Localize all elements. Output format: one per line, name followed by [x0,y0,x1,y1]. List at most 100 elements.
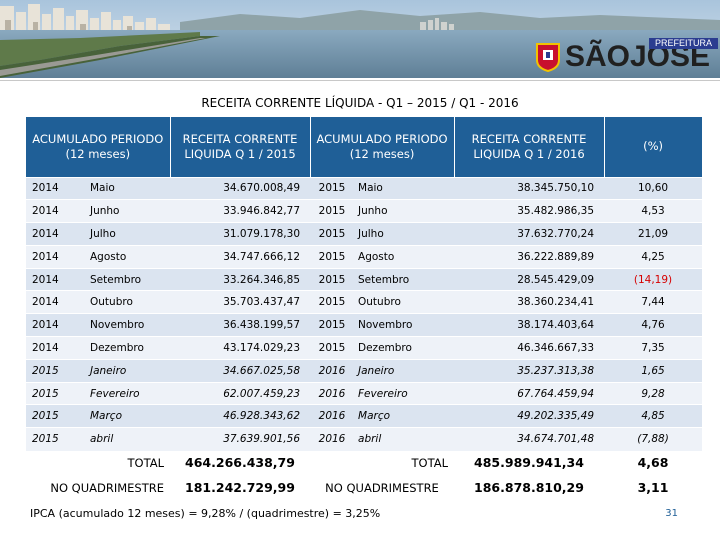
rcl-value-2015: 34.667.025,58 [170,358,311,383]
percent-change: 4,76 [604,313,703,337]
percent-change: (14,19) [604,267,703,291]
rcl-value-2016: 35.482.986,35 [454,199,605,223]
rcl-value-2016: 38.360.234,41 [454,290,605,314]
year-2016-period: 2015 [310,199,355,223]
rcl-value-2016: 38.345.750,10 [454,176,605,200]
total-value-2015: 464.266.438,79 [185,455,295,470]
table-row: 2015 Janeiro 34.667.025,58 2016 Janeiro 35.23… [26,358,703,383]
month-2015-period: Fevereiro [86,381,171,405]
total-percent: 4,68 [637,455,669,470]
month-2016-period: Setembro [354,267,455,291]
percent-change: 7,35 [604,336,703,360]
year-2015-period: 2015 [26,381,86,405]
rcl-value-2015: 34.670.008,49 [170,176,311,200]
percent-change: 10,60 [604,176,703,200]
year-2015-period: 2014 [26,244,86,269]
rcl-value-2015: 62.007.459,23 [170,381,311,405]
year-2016-period: 2015 [310,222,355,246]
year-2015-period: 2014 [26,267,86,291]
year-2015-period: 2014 [26,176,86,200]
rcl-value-2015: 31.079.178,30 [170,222,311,246]
month-2015-period: Janeiro [86,358,171,383]
page-number: 31 [665,508,678,519]
table-row: 2014 Dezembro 43.174.029,23 2015 Dezembro 46.… [26,336,703,360]
total-label-2016: TOTAL [411,455,448,470]
year-2015-period: 2014 [26,222,86,246]
quadrimestre-value-2016: 186.878.810,29 [474,480,584,495]
percent-change: 4,25 [604,244,703,269]
header-divider [0,80,720,81]
percent-change: 4,53 [604,199,703,223]
year-2015-period: 2014 [26,313,86,337]
month-2016-period: Março [354,404,455,428]
month-2016-period: Agosto [354,244,455,269]
month-2015-period: Setembro [86,267,171,291]
year-2015-period: 2014 [26,336,86,360]
table-row: 2014 Junho 33.946.842,77 2015 Junho 35.482.98… [26,199,703,223]
header-percent: (%) [604,117,703,177]
month-2015-period: Julho [86,222,171,246]
month-2016-period: Dezembro [354,336,455,360]
year-2015-period: 2014 [26,290,86,314]
rcl-value-2015: 33.264.346,85 [170,267,311,291]
year-2015-period: 2015 [26,427,86,451]
year-2016-period: 2015 [310,176,355,200]
year-2016-period: 2016 [310,381,355,405]
percent-change: 7,44 [604,290,703,314]
percent-change: 9,28 [604,381,703,405]
year-2016-period: 2015 [310,244,355,269]
year-2016-period: 2015 [310,313,355,337]
table-row: 2014 Maio 34.670.008,49 2015 Maio 38.345.750,… [26,176,703,200]
page-title: RECEITA CORRENTE LÍQUIDA - Q1 – 2015 / Q… [201,96,519,110]
coat-of-arms-icon [535,43,560,72]
month-2015-period: Dezembro [86,336,171,360]
total-label-2015: TOTAL [127,455,164,470]
rcl-value-2016: 49.202.335,49 [454,404,605,428]
logo-subtitle: PREFEITURA [648,38,718,49]
header-rcl-2016: RECEITA CORRENTE LIQUIDA Q 1 / 2016 [454,117,605,177]
month-2015-period: Março [86,404,171,428]
rcl-value-2015: 46.928.343,62 [170,404,311,428]
month-2016-period: Fevereiro [354,381,455,405]
rcl-value-2016: 36.222.889,89 [454,244,605,269]
month-2015-period: Novembro [86,313,171,337]
rcl-value-2016: 35.237.313,38 [454,358,605,383]
rcl-value-2015: 37.639.901,56 [170,427,311,451]
header-rcl-2015: RECEITA CORRENTE LIQUIDA Q 1 / 2015 [170,117,311,177]
percent-change: 1,65 [604,358,703,383]
rcl-value-2016: 67.764.459,94 [454,381,605,405]
table-row: 2014 Julho 31.079.178,30 2015 Julho 37.632.77… [26,222,703,246]
rcl-value-2015: 43.174.029,23 [170,336,311,360]
month-2015-period: Agosto [86,244,171,269]
city-bay-image [0,0,720,78]
header-banner-photo: SÃOJOSÉ PREFEITURA [0,0,720,78]
month-2016-period: Novembro [354,313,455,337]
header-acumulado-2015: ACUMULADO PERIODO (12 meses) [26,117,171,177]
rcl-value-2015: 33.946.842,77 [170,199,311,223]
table-row: 2014 Setembro 33.264.346,85 2015 Setembro 28.… [26,267,703,291]
table-row: 2015 Fevereiro 62.007.459,23 2016 Fevereiro 6… [26,381,703,405]
month-2016-period: Junho [354,199,455,223]
year-2015-period: 2014 [26,199,86,223]
year-2016-period: 2015 [310,267,355,291]
rcl-value-2015: 36.438.199,57 [170,313,311,337]
year-2016-period: 2015 [310,336,355,360]
month-2015-period: Junho [86,199,171,223]
year-2015-period: 2015 [26,404,86,428]
rcl-value-2016: 38.174.403,64 [454,313,605,337]
month-2016-period: Julho [354,222,455,246]
month-2016-period: Outubro [354,290,455,314]
quadrimestre-label-2016: NO QUADRIMESTRE [325,480,439,495]
ipca-footnote: IPCA (acumulado 12 meses) = 9,28% / (qua… [30,507,381,520]
rcl-value-2016: 34.674.701,48 [454,427,605,451]
year-2016-period: 2015 [310,290,355,314]
table-row: 2015 abril 37.639.901,56 2016 abril 34.674.70… [26,427,703,451]
year-2015-period: 2015 [26,358,86,383]
total-value-2016: 485.989.941,34 [474,455,584,470]
percent-change: 4,85 [604,404,703,428]
month-2015-period: abril [86,427,171,451]
quadrimestre-value-2015: 181.242.729,99 [185,480,295,495]
month-2016-period: Janeiro [354,358,455,383]
month-2015-period: Outubro [86,290,171,314]
table-header-row: ACUMULADO PERIODO (12 meses) RECEITA COR… [26,117,703,177]
